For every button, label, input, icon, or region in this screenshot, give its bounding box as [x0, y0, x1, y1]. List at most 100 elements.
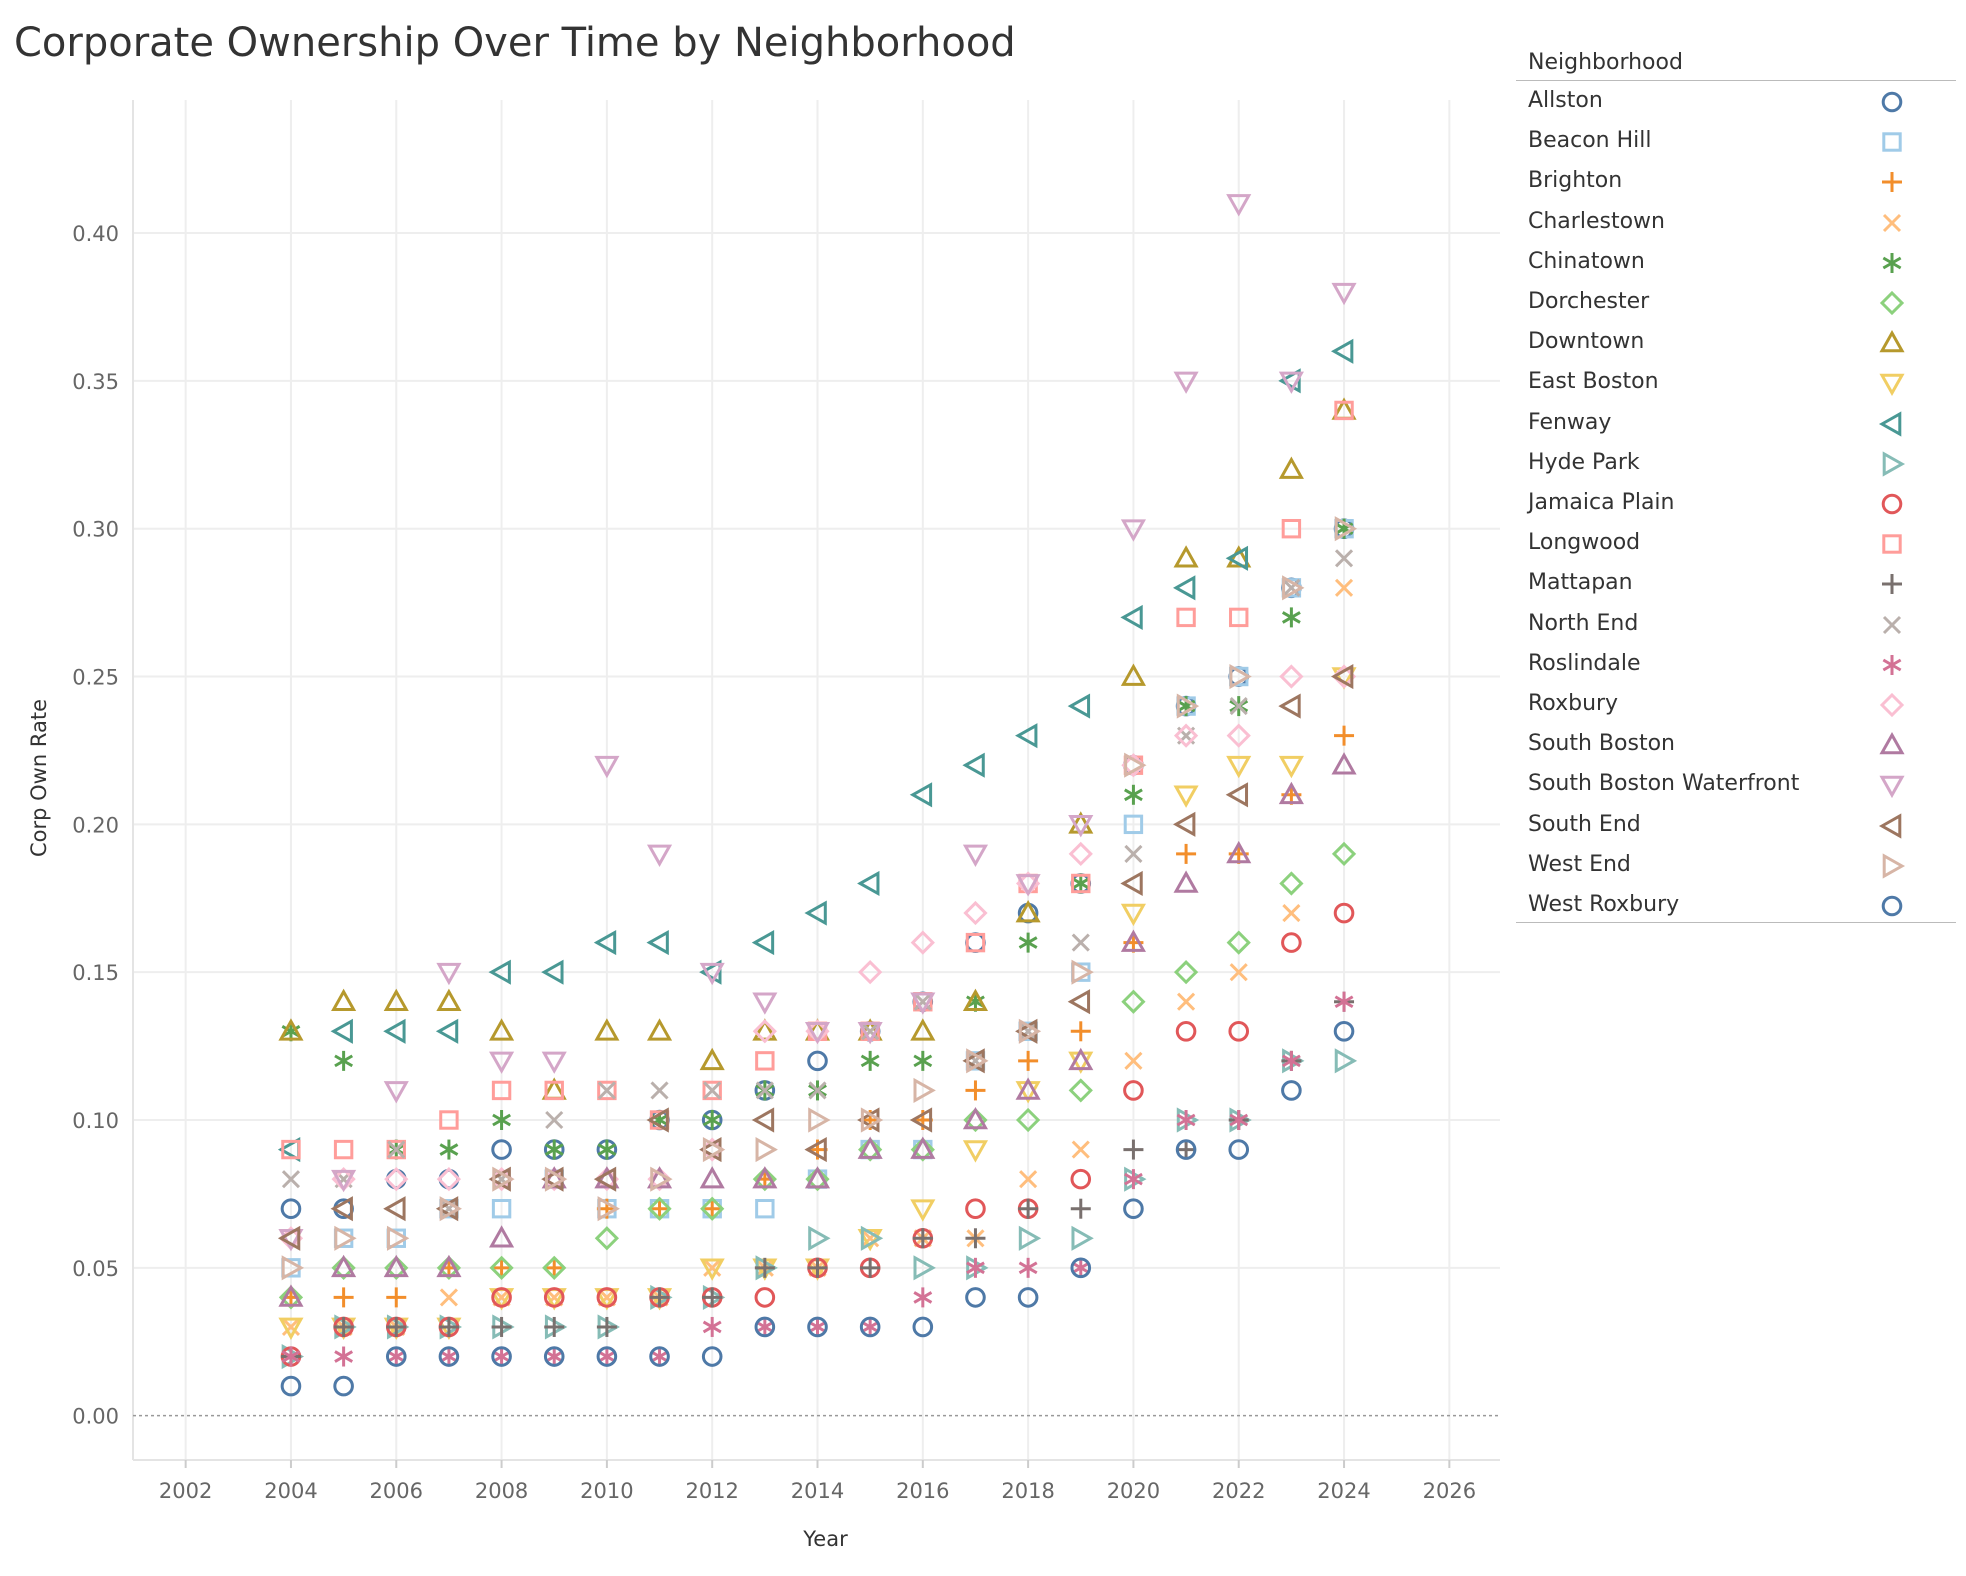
legend-item[interactable]: Jamaica Plain [1528, 484, 1948, 524]
data-point[interactable] [491, 1198, 512, 1219]
data-point[interactable] [541, 1051, 567, 1074]
data-point[interactable] [386, 1287, 407, 1308]
data-point[interactable] [752, 992, 778, 1015]
data-point[interactable] [1226, 840, 1252, 864]
data-point[interactable] [1018, 1050, 1039, 1071]
data-point[interactable] [1015, 723, 1038, 749]
data-point[interactable] [435, 1018, 459, 1044]
data-point[interactable] [1281, 1080, 1302, 1101]
data-point[interactable] [1067, 693, 1091, 719]
data-point[interactable] [492, 1110, 511, 1130]
data-point[interactable] [436, 1254, 462, 1278]
data-point[interactable] [1176, 843, 1197, 864]
data-point[interactable] [333, 1287, 354, 1308]
data-point[interactable] [702, 1316, 722, 1337]
data-point[interactable] [383, 1196, 406, 1222]
data-point[interactable] [962, 752, 985, 778]
legend-item[interactable]: West Roxbury [1528, 886, 1948, 926]
data-point[interactable] [1278, 693, 1301, 719]
data-point[interactable] [1071, 873, 1091, 894]
data-point[interactable] [966, 1048, 989, 1074]
data-point[interactable] [1229, 663, 1252, 690]
data-point[interactable] [1067, 989, 1091, 1015]
data-point[interactable] [1018, 1225, 1042, 1251]
data-point[interactable] [278, 1018, 304, 1041]
data-point[interactable] [489, 1018, 515, 1041]
data-point[interactable] [909, 782, 933, 808]
data-point[interactable] [489, 1051, 515, 1074]
data-point[interactable] [1015, 1107, 1041, 1133]
data-point[interactable] [963, 900, 988, 926]
data-point[interactable] [1334, 400, 1354, 421]
data-point[interactable] [702, 1080, 722, 1101]
data-point[interactable] [649, 1287, 670, 1308]
data-point[interactable] [385, 1346, 407, 1367]
legend-item[interactable]: North End [1528, 605, 1948, 645]
data-point[interactable] [1331, 841, 1357, 867]
data-point[interactable] [541, 959, 564, 985]
data-point[interactable] [387, 1140, 406, 1159]
data-point[interactable] [755, 1051, 775, 1071]
data-point[interactable] [491, 1346, 512, 1367]
data-point[interactable] [1068, 1047, 1094, 1071]
data-point[interactable] [858, 960, 883, 985]
data-point[interactable] [1278, 456, 1304, 479]
data-point[interactable] [438, 1346, 460, 1367]
data-point[interactable] [1225, 782, 1249, 808]
data-point[interactable] [910, 930, 935, 955]
data-point[interactable] [962, 1140, 989, 1163]
data-point[interactable] [439, 1288, 458, 1307]
data-point[interactable] [1282, 903, 1301, 923]
data-point[interactable] [1018, 932, 1038, 953]
data-point[interactable] [492, 1346, 511, 1367]
data-point[interactable] [280, 1198, 302, 1219]
data-point[interactable] [1173, 785, 1199, 808]
data-point[interactable] [703, 1081, 722, 1100]
data-point[interactable] [963, 1107, 988, 1133]
legend-item[interactable]: Fenway [1528, 404, 1948, 444]
data-point[interactable] [913, 1287, 933, 1308]
data-point[interactable] [597, 1196, 620, 1222]
data-point[interactable] [751, 930, 775, 956]
data-point[interactable] [910, 1199, 936, 1222]
data-point[interactable] [860, 1316, 880, 1337]
data-point[interactable] [702, 1198, 723, 1219]
data-point[interactable] [1015, 899, 1041, 923]
data-point[interactable] [699, 1166, 725, 1189]
data-point[interactable] [1176, 1110, 1196, 1130]
data-point[interactable] [650, 1081, 669, 1100]
data-point[interactable] [331, 1169, 357, 1193]
data-point[interactable] [331, 1255, 356, 1280]
data-point[interactable] [860, 1225, 884, 1251]
data-point[interactable] [1279, 664, 1304, 689]
data-point[interactable] [278, 1284, 304, 1307]
data-point[interactable] [439, 1346, 459, 1367]
data-point[interactable] [1173, 870, 1199, 893]
data-point[interactable] [1124, 784, 1143, 805]
data-point[interactable] [489, 1255, 514, 1280]
data-point[interactable] [544, 1166, 568, 1192]
data-point[interactable] [1017, 1287, 1039, 1308]
data-point[interactable] [858, 1137, 883, 1162]
data-point[interactable] [1070, 1257, 1092, 1279]
data-point[interactable] [1229, 963, 1248, 982]
data-point[interactable] [281, 1139, 301, 1160]
data-point[interactable] [857, 870, 880, 897]
data-point[interactable] [594, 1018, 620, 1041]
data-point[interactable] [808, 1316, 827, 1337]
legend-item[interactable]: Allston [1528, 82, 1948, 122]
data-point[interactable] [596, 1316, 617, 1337]
data-point[interactable] [857, 1136, 883, 1159]
data-point[interactable] [384, 1167, 409, 1192]
data-point[interactable] [807, 1316, 828, 1338]
data-point[interactable] [491, 1316, 512, 1337]
legend-item[interactable]: Chinatown [1528, 243, 1948, 283]
data-point[interactable] [1018, 1257, 1038, 1278]
legend-item[interactable]: East Boston [1528, 363, 1948, 403]
data-point[interactable] [910, 1136, 936, 1159]
data-point[interactable] [1228, 1021, 1250, 1042]
data-point[interactable] [1226, 930, 1251, 955]
data-point[interactable] [861, 1229, 880, 1248]
data-point[interactable] [1123, 814, 1144, 835]
data-point[interactable] [334, 1346, 354, 1367]
